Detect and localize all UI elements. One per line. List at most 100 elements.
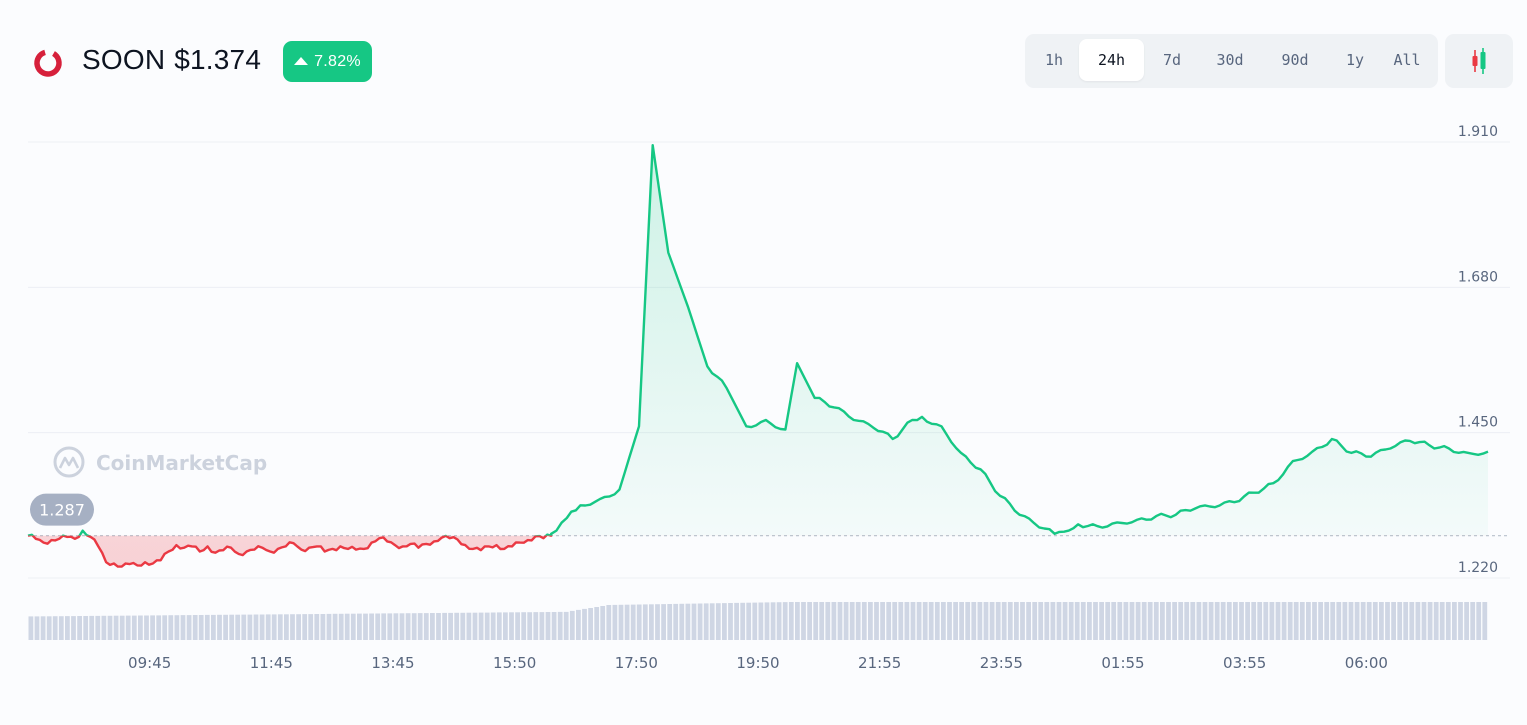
volume-bar <box>764 602 770 640</box>
volume-bar <box>1330 602 1336 640</box>
volume-bar <box>934 602 940 640</box>
volume-bar <box>977 602 983 640</box>
volume-bar <box>782 602 788 640</box>
volume-bar <box>1208 602 1214 640</box>
volume-bar <box>490 612 496 640</box>
volume-bar <box>685 603 691 640</box>
volume-bar <box>448 612 453 640</box>
volume-bar <box>594 607 600 640</box>
volume-bar <box>131 615 137 640</box>
volume-bar <box>89 615 95 640</box>
volume-bar <box>600 606 606 640</box>
volume-bar <box>1397 602 1403 640</box>
volume-bar <box>576 609 581 640</box>
volume-bar <box>138 615 143 640</box>
volume-bar <box>849 602 855 640</box>
volume-bar <box>1482 602 1488 640</box>
volume-bar <box>1160 602 1165 640</box>
volume-bar <box>868 602 873 640</box>
candlestick-toggle-button[interactable] <box>1445 34 1513 88</box>
volume-bar <box>1056 602 1062 640</box>
volume-bar <box>1470 602 1476 640</box>
volume-bar <box>405 613 411 640</box>
volume-bar <box>1074 602 1080 640</box>
volume-bar <box>776 602 782 640</box>
baseline-value: 1.287 <box>39 501 85 520</box>
volume-bar <box>65 616 70 640</box>
volume-bar <box>825 602 831 640</box>
volume-bar <box>673 603 679 640</box>
tab-1h[interactable]: 1h <box>1044 51 1064 69</box>
tab-24h[interactable]: 24h <box>1079 39 1144 81</box>
tab-all[interactable]: All <box>1393 51 1421 69</box>
x-tick-label: 03:55 <box>1223 654 1266 672</box>
volume-bar <box>1464 602 1469 640</box>
volume-bar <box>1360 602 1366 640</box>
volume-bar <box>363 613 368 640</box>
volume-bar <box>290 614 295 640</box>
volume-bar <box>1452 602 1457 640</box>
tab-7d[interactable]: 7d <box>1162 51 1182 69</box>
volume-bar <box>861 602 867 640</box>
volume-bar <box>606 605 612 640</box>
volume-bar <box>496 612 502 640</box>
volume-bar <box>338 613 344 640</box>
price-chart[interactable]: 1.910 1.680 1.450 1.220 CoinMarketCap 09:45… <box>0 110 1527 720</box>
volume-bar <box>1166 602 1171 640</box>
volume-bar <box>545 612 551 640</box>
volume-bar <box>1032 602 1038 640</box>
volume-bar <box>697 603 703 640</box>
volume-bar <box>1372 602 1378 640</box>
volume-bar <box>953 602 958 640</box>
volume-bar <box>466 612 472 640</box>
volume-bar <box>399 613 405 640</box>
volume-bar <box>1226 602 1232 640</box>
volume-bar <box>569 610 575 640</box>
volume-bar <box>624 604 630 640</box>
volume-bar <box>813 602 819 640</box>
volume-bar <box>515 612 520 640</box>
volume-bar <box>1050 602 1056 640</box>
x-axis: 09:45 11:45 13:45 15:50 17:50 19:50 21:55 23:55… <box>128 654 1388 672</box>
volume-bar <box>691 603 697 640</box>
volume-bar <box>430 613 435 640</box>
volume-bar <box>758 602 764 640</box>
volume-bar <box>1001 602 1007 640</box>
volume-bar <box>971 602 977 640</box>
price-line-down <box>27 535 553 568</box>
volume-bar <box>521 612 527 640</box>
tab-30d[interactable]: 30d <box>1216 51 1244 69</box>
volume-bar <box>144 615 149 640</box>
volume-bar <box>746 602 752 640</box>
volume-bar <box>1129 602 1135 640</box>
volume-bar <box>916 602 922 640</box>
volume-bar <box>1147 602 1153 640</box>
volume-bar <box>1336 602 1342 640</box>
volume-bar <box>1178 602 1184 640</box>
tab-1y[interactable]: 1y <box>1345 51 1365 69</box>
volume-bar <box>539 612 545 640</box>
volume-bar <box>928 602 934 640</box>
volume-bar <box>1421 602 1427 640</box>
x-tick-label: 06:00 <box>1345 654 1388 672</box>
volume-bar <box>113 615 119 640</box>
volume-bar <box>1117 602 1123 640</box>
volume-bar <box>369 613 374 640</box>
volume-bar <box>326 613 332 640</box>
volume-bar <box>259 614 265 640</box>
soon-ring-icon <box>34 49 62 77</box>
volume-bar <box>34 616 40 640</box>
volume-bar <box>630 604 636 640</box>
volume-bar <box>1348 602 1354 640</box>
volume-bar <box>563 611 569 640</box>
volume-bar <box>1068 602 1074 640</box>
volume-bar <box>898 602 904 640</box>
x-tick-label: 19:50 <box>736 654 779 672</box>
volume-bar <box>284 614 289 640</box>
volume-bar <box>1233 602 1238 640</box>
volume-bar <box>375 613 381 640</box>
volume-bar <box>941 602 946 640</box>
volume-bar <box>387 613 393 640</box>
volume-bar <box>472 612 478 640</box>
tab-90d[interactable]: 90d <box>1281 51 1309 69</box>
